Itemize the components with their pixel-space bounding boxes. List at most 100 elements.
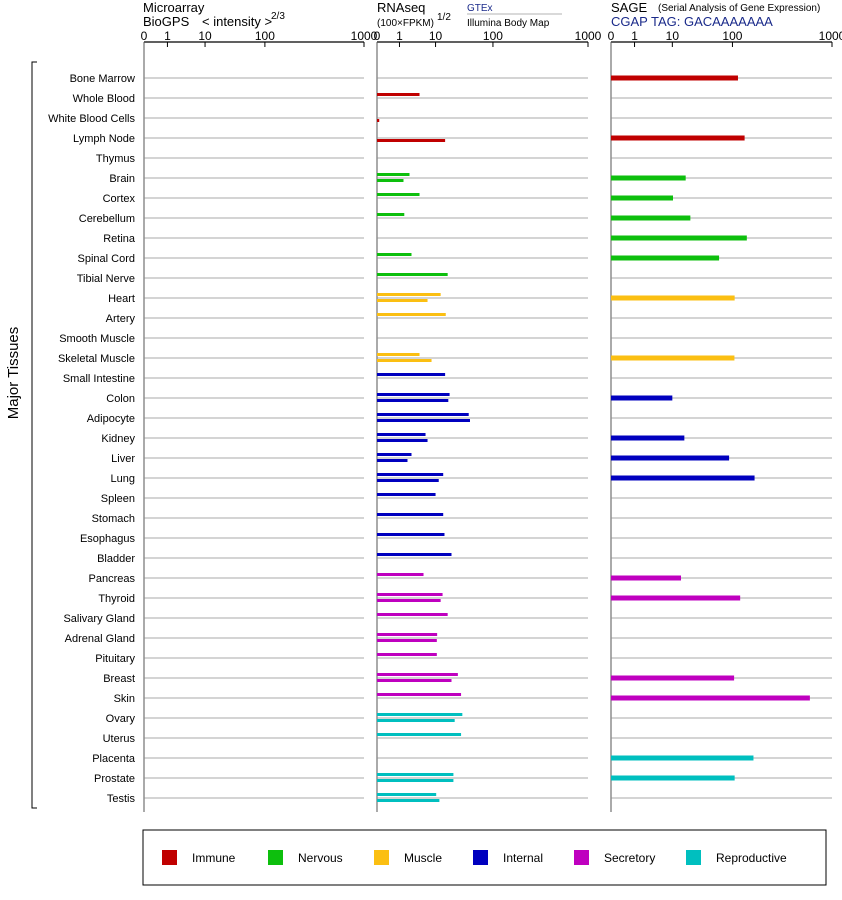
illumina-label: Illumina Body Map — [467, 18, 550, 29]
gtex-bar — [377, 393, 450, 396]
sage-tick-label: 1000 — [819, 29, 842, 43]
legend-swatch-internal — [473, 850, 488, 865]
gtex-bar — [377, 213, 405, 216]
sage-bar — [611, 355, 735, 361]
rnaseq-title: RNAseq — [377, 0, 425, 15]
gtex-bar — [377, 253, 412, 256]
legend-swatch-nervous — [268, 850, 283, 865]
tissue-label: Thyroid — [98, 593, 135, 605]
sage-bar — [611, 255, 720, 261]
sage-bar — [611, 475, 755, 481]
gtex-label: GTEx — [467, 3, 493, 14]
tissue-label: Ovary — [106, 713, 136, 725]
tissue-label: Cortex — [103, 193, 136, 205]
rna-tick-label: 10 — [429, 29, 443, 43]
gtex-bar — [377, 593, 443, 596]
tissue-bracket — [31, 61, 37, 809]
micro-tick-label: 1000 — [351, 29, 378, 43]
sage-bar — [611, 295, 735, 301]
tissue-label: Tibial Nerve — [77, 273, 135, 285]
gtex-bar — [377, 453, 412, 456]
tissue-label: Liver — [111, 453, 135, 465]
tissue-label: Stomach — [92, 513, 135, 525]
tissue-label: Brain — [109, 173, 135, 185]
gtex-bar — [377, 673, 458, 676]
illumina-bar — [377, 359, 432, 362]
illumina-bar — [377, 399, 449, 402]
sage-tick-label: 10 — [666, 29, 680, 43]
sage-tick-label: 1 — [631, 29, 638, 43]
micro-tick-label: 10 — [198, 29, 212, 43]
gtex-bar — [377, 433, 426, 436]
legend: Immune Nervous Muscle Internal Secretory Repr… — [162, 850, 787, 865]
gtex-bar — [377, 493, 436, 496]
rna-tick-label: 0 — [374, 29, 381, 43]
legend-box — [142, 829, 827, 886]
rnaseq-unit: (100×FPKM) — [377, 18, 434, 29]
illumina-bar — [377, 719, 455, 722]
expression-bars — [377, 75, 810, 802]
tissue-label: Testis — [107, 793, 136, 805]
tissue-label: Lymph Node — [73, 133, 135, 145]
illumina-bar — [377, 299, 428, 302]
illumina-bar — [377, 479, 439, 482]
gtex-bar — [377, 413, 469, 416]
illumina-bar — [377, 139, 446, 142]
micro-tick-label: 0 — [141, 29, 148, 43]
tissue-label: Adipocyte — [87, 413, 135, 425]
gtex-bar — [377, 513, 444, 516]
tissue-label: Cerebellum — [79, 213, 135, 225]
sage-bar — [611, 215, 691, 221]
gtex-bar — [377, 553, 452, 556]
rnaseq-exponent: 1/2 — [437, 12, 451, 23]
sage-bar — [611, 695, 810, 701]
legend-swatch-secretory — [574, 850, 589, 865]
tissue-label: Whole Blood — [73, 93, 135, 105]
sage-title: SAGE — [611, 0, 647, 15]
intensity-label: < intensity > — [202, 14, 272, 29]
gtex-bar — [377, 373, 446, 376]
tissue-label: Salivary Gland — [63, 613, 135, 625]
tissue-label: Breast — [103, 673, 135, 685]
illumina-bar — [377, 119, 380, 122]
tissue-label: Kidney — [101, 433, 135, 445]
gtex-bar — [377, 353, 420, 356]
biogps-title: BioGPS — [143, 14, 190, 29]
gtex-bar — [377, 273, 448, 276]
illumina-bar — [377, 639, 437, 642]
rna-tick-label: 1000 — [575, 29, 602, 43]
legend-swatch-muscle — [374, 850, 389, 865]
intensity-exponent: 2/3 — [271, 11, 285, 22]
sage-bar — [611, 755, 754, 761]
sage-bar — [611, 455, 730, 461]
tissue-label: Colon — [106, 393, 135, 405]
sage-tag: CGAP TAG: GACAAAAAAA — [611, 14, 773, 29]
sage-header: SAGE (Serial Analysis of Gene Expression… — [611, 0, 820, 29]
gtex-bar — [377, 93, 420, 96]
sage-bar — [611, 135, 745, 141]
tissue-label: Bladder — [97, 553, 135, 565]
tissue-label: Thymus — [96, 153, 136, 165]
sage-bar — [611, 175, 686, 181]
tissue-label: Pancreas — [89, 573, 136, 585]
legend-label-internal: Internal — [503, 851, 543, 865]
legend-label-reproductive: Reproductive — [716, 851, 787, 865]
sage-bar — [611, 75, 738, 81]
illumina-bar — [377, 679, 452, 682]
tissue-label: Skeletal Muscle — [58, 353, 135, 365]
tissue-label: Spleen — [101, 493, 135, 505]
gtex-bar — [377, 613, 448, 616]
sage-tick-label: 0 — [608, 29, 615, 43]
tissue-label: Skin — [114, 693, 135, 705]
gtex-bar — [377, 733, 462, 736]
micro-tick-label: 100 — [255, 29, 275, 43]
tissue-label: Spinal Cord — [78, 253, 135, 265]
tissue-label: Artery — [106, 313, 136, 325]
tissue-label: Esophagus — [80, 533, 136, 545]
tissue-label: Pituitary — [95, 653, 135, 665]
legend-label-immune: Immune — [192, 851, 236, 865]
illumina-bar — [377, 439, 428, 442]
microarray-title: Microarray — [143, 0, 205, 15]
gtex-bar — [377, 633, 438, 636]
